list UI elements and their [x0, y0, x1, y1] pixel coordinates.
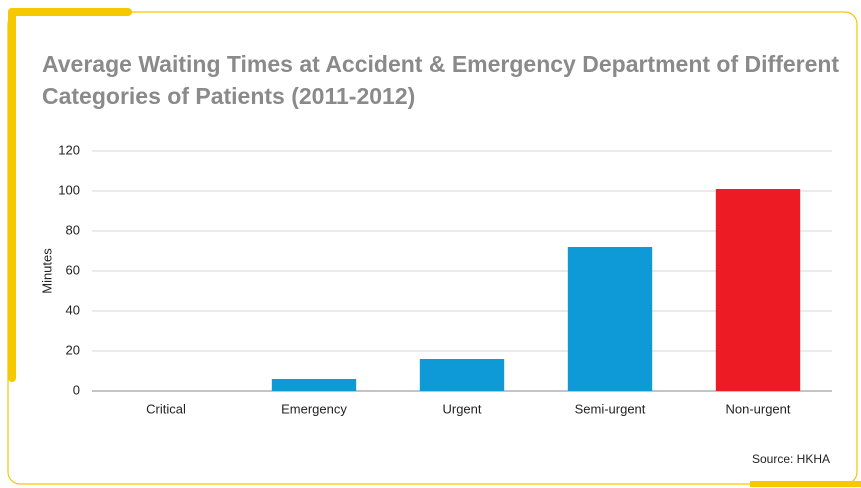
- x-tick-label: Non-urgent: [725, 401, 790, 416]
- y-tick-label: 40: [66, 302, 80, 317]
- x-tick-label: Critical: [146, 401, 186, 416]
- y-tick-label: 100: [58, 182, 80, 197]
- bar: [419, 359, 505, 391]
- y-tick-label: 80: [66, 222, 80, 237]
- y-tick-label: 60: [66, 262, 80, 277]
- chart-title: Average Waiting Times at Accident & Emer…: [42, 51, 840, 109]
- bar: [271, 379, 357, 391]
- source: Source: HKHA: [752, 452, 830, 466]
- x-tick-label: Emergency: [281, 401, 347, 416]
- y-tick-label: 120: [58, 142, 80, 157]
- y-tick-label: 20: [66, 342, 80, 357]
- bar: [567, 247, 653, 391]
- x-tick-label: Semi-urgent: [575, 401, 646, 416]
- y-tick-label: 0: [73, 382, 80, 397]
- y-axis-label: Minutes: [39, 248, 54, 294]
- x-tick-label: Urgent: [442, 401, 481, 416]
- bar: [715, 189, 801, 391]
